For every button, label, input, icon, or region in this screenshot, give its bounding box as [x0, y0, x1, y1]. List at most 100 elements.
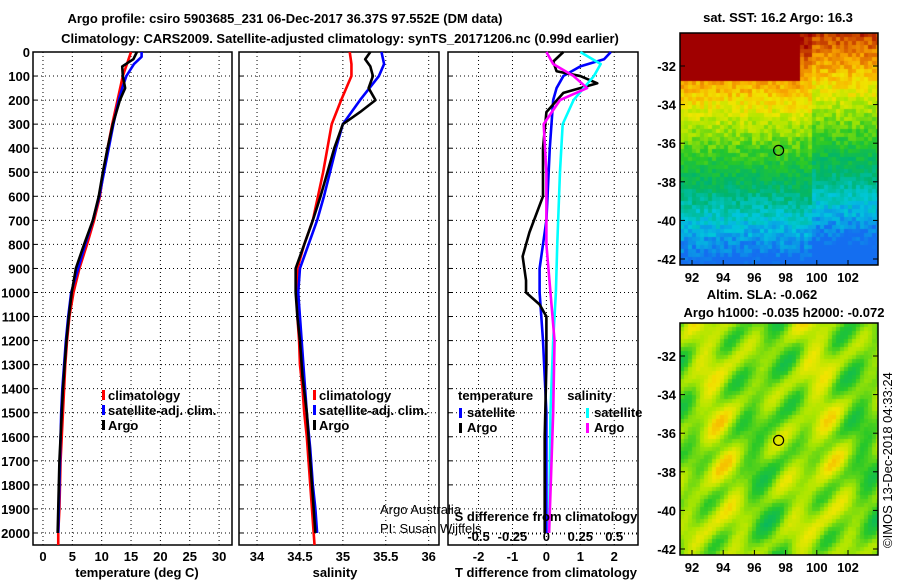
- t-diff-xlabel: T difference from climatology: [455, 565, 638, 580]
- legend-label: satellite-adj. clim.: [319, 403, 427, 418]
- depth-tick-label: 100: [8, 69, 30, 84]
- depth-tick-label: 1500: [1, 406, 30, 421]
- profile-line-s-satellite: [547, 50, 602, 533]
- depth-tick-label: 1600: [1, 430, 30, 445]
- depth-tick-label: 400: [8, 141, 30, 156]
- title-line2: Climatology: CARS2009. Satellite-adjuste…: [61, 31, 619, 46]
- annotation-argo-australia: Argo Australia: [380, 502, 462, 517]
- map-lon-label: 92: [685, 560, 699, 575]
- legend-label: Argo: [108, 418, 138, 433]
- legend-swatch: [586, 408, 589, 418]
- sla-map: [680, 323, 878, 555]
- legend-label: satellite: [467, 405, 515, 420]
- legend-swatch: [586, 423, 589, 433]
- legend-label: Argo: [319, 418, 349, 433]
- x-tick-label: 1: [577, 549, 584, 564]
- depth-tick-label: 0: [23, 45, 30, 60]
- map-lon-label: 96: [747, 560, 761, 575]
- legend-label: climatology: [108, 388, 181, 403]
- s-tick-label: -0.25: [498, 529, 528, 544]
- x-tick-label: 20: [153, 549, 167, 564]
- argo-location-marker-icon: [773, 144, 785, 156]
- legend-swatch: [313, 405, 316, 415]
- map-lat-label: -34: [657, 98, 677, 113]
- legend-label: Argo: [594, 420, 624, 435]
- x-tick-label: 0: [39, 549, 46, 564]
- legend-swatch: [313, 420, 316, 430]
- map-lon-label: 98: [778, 270, 792, 285]
- x-tick-label: 35: [336, 549, 350, 564]
- legend-swatch: [102, 420, 105, 430]
- map-lat-label: -38: [657, 175, 676, 190]
- depth-tick-label: 1900: [1, 502, 30, 517]
- annotation-pi: PI: Susan Wijffels: [380, 521, 482, 536]
- profile-line-argo: [294, 51, 377, 534]
- depth-tick-label: 1200: [1, 334, 30, 349]
- profile-line-t-argo: [521, 51, 599, 533]
- depth-tick-label: 1400: [1, 382, 30, 397]
- s-diff-xlabel: S difference from climatology: [455, 509, 639, 524]
- temperature-xlabel: temperature (deg C): [75, 565, 199, 580]
- sst-map-frame: [679, 32, 879, 266]
- depth-tick-label: 1100: [2, 310, 30, 325]
- map-lon-label: 102: [837, 270, 859, 285]
- plot-frame: [32, 51, 233, 546]
- depth-tick-label: 500: [8, 165, 30, 180]
- legend-title-temperature: temperature: [458, 388, 533, 403]
- legend-label: Argo: [467, 420, 497, 435]
- depth-tick-label: 800: [8, 237, 30, 252]
- x-tick-label: 34.5: [287, 549, 312, 564]
- map-lat-label: -38: [657, 465, 676, 480]
- plot-frame: [447, 51, 639, 546]
- x-tick-label: 36: [421, 549, 435, 564]
- depth-tick-label: 1300: [1, 358, 30, 373]
- x-tick-label: 34: [250, 549, 265, 564]
- sla-map-subtitle: Argo h1000: -0.035 h2000: -0.072: [684, 305, 885, 320]
- depth-tick-label: 300: [8, 117, 30, 132]
- x-tick-label: 30: [212, 549, 226, 564]
- legend-label: climatology: [319, 388, 392, 403]
- map-lat-label: -42: [657, 542, 676, 557]
- map-lon-label: 96: [747, 270, 761, 285]
- imos-credit: ©IMOS 13-Dec-2018 04:33:24: [880, 372, 895, 548]
- depth-tick-label: 600: [8, 189, 30, 204]
- map-lon-label: 94: [716, 560, 731, 575]
- map-lat-label: -32: [657, 349, 676, 364]
- profile-line-argo: [56, 51, 139, 534]
- sst-map-title: sat. SST: 16.2 Argo: 16.3: [703, 10, 853, 25]
- x-tick-label: 15: [124, 549, 138, 564]
- s-tick-label: 0: [543, 529, 550, 544]
- argo-location-marker-icon: [773, 434, 785, 446]
- depth-tick-label: 1700: [1, 454, 30, 469]
- depth-tick-label: 700: [8, 213, 30, 228]
- x-tick-label: 10: [94, 549, 108, 564]
- map-lon-label: 100: [806, 560, 828, 575]
- depth-tick-label: 200: [8, 93, 30, 108]
- map-lat-label: -40: [657, 213, 676, 228]
- title-line1: Argo profile: csiro 5903685_231 06-Dec-2…: [67, 11, 502, 26]
- profile-line-t-satellite: [538, 51, 612, 533]
- legend-title-salinity: salinity: [567, 388, 613, 403]
- map-lon-label: 94: [716, 270, 731, 285]
- plot-frame: [238, 51, 440, 546]
- x-tick-label: -1: [507, 549, 519, 564]
- legend-swatch: [102, 405, 105, 415]
- x-tick-label: 25: [183, 549, 197, 564]
- s-tick-label: 0.25: [568, 529, 593, 544]
- depth-tick-label: 900: [8, 261, 30, 276]
- x-tick-label: 2: [611, 549, 618, 564]
- sla-map-frame: [679, 322, 879, 556]
- profile-line-s-argo: [542, 51, 589, 534]
- s-tick-label: 0.5: [605, 529, 623, 544]
- map-lat-label: -34: [657, 388, 677, 403]
- legend-swatch: [313, 390, 316, 400]
- map-lon-label: 92: [685, 270, 699, 285]
- map-lat-label: -32: [657, 59, 676, 74]
- legend-swatch: [102, 390, 105, 400]
- legend-label: satellite: [594, 405, 642, 420]
- sst-map: [680, 33, 878, 265]
- x-tick-label: 0: [543, 549, 550, 564]
- salinity-xlabel: salinity: [313, 565, 359, 580]
- legend-label: satellite-adj. clim.: [108, 403, 216, 418]
